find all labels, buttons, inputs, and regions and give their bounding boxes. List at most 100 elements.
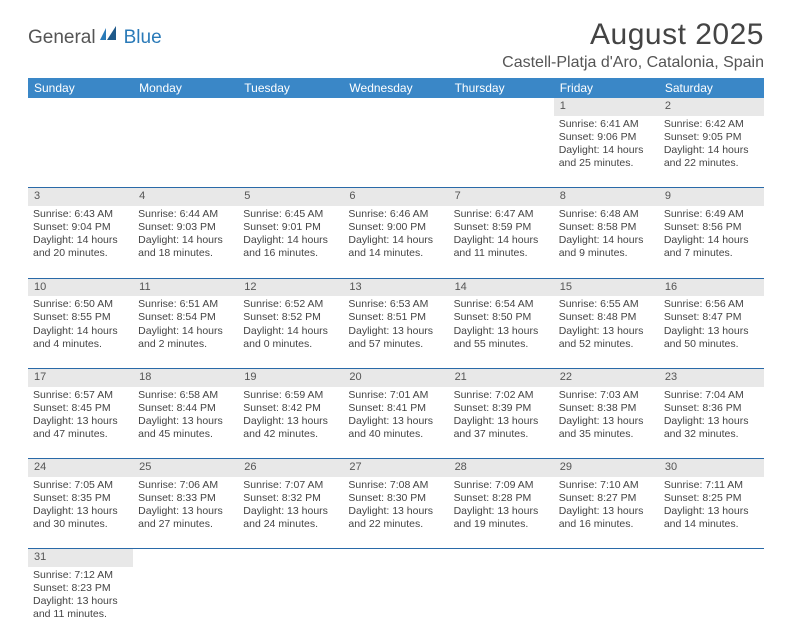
day-number: 25: [133, 459, 238, 477]
day-number: 6: [343, 188, 448, 206]
day-number: 3: [28, 188, 133, 206]
daylight-2: and 32 minutes.: [664, 428, 759, 441]
daylight-1: Daylight: 13 hours: [348, 505, 443, 518]
day-cell: Sunrise: 6:54 AMSunset: 8:50 PMDaylight:…: [449, 296, 554, 368]
sunrise: Sunrise: 6:43 AM: [33, 208, 128, 221]
daylight-1: Daylight: 13 hours: [138, 505, 233, 518]
day-cell: [554, 567, 659, 639]
day-number: [238, 98, 343, 116]
day-number: 13: [343, 278, 448, 296]
sunset: Sunset: 8:52 PM: [243, 311, 338, 324]
sunset: Sunset: 8:30 PM: [348, 492, 443, 505]
sunset: Sunset: 8:54 PM: [138, 311, 233, 324]
sunrise: Sunrise: 6:58 AM: [138, 389, 233, 402]
day-number: 1: [554, 98, 659, 116]
weekday-header: Saturday: [659, 78, 764, 98]
sunset: Sunset: 8:56 PM: [664, 221, 759, 234]
logo-text-blue: Blue: [124, 27, 162, 49]
daylight-1: Daylight: 13 hours: [243, 505, 338, 518]
day-cell: Sunrise: 7:11 AMSunset: 8:25 PMDaylight:…: [659, 477, 764, 549]
day-number: 8: [554, 188, 659, 206]
daylight-2: and 42 minutes.: [243, 428, 338, 441]
daylight-1: Daylight: 13 hours: [664, 325, 759, 338]
sunrise: Sunrise: 7:11 AM: [664, 479, 759, 492]
sunrise: Sunrise: 6:42 AM: [664, 118, 759, 131]
daylight-1: Daylight: 14 hours: [454, 234, 549, 247]
sunrise: Sunrise: 6:51 AM: [138, 298, 233, 311]
sunset: Sunset: 8:28 PM: [454, 492, 549, 505]
detail-row: Sunrise: 7:05 AMSunset: 8:35 PMDaylight:…: [28, 477, 764, 549]
daylight-2: and 14 minutes.: [348, 247, 443, 260]
sunrise: Sunrise: 6:49 AM: [664, 208, 759, 221]
title-block: August 2025 Castell-Platja d'Aro, Catalo…: [502, 18, 764, 72]
sunset: Sunset: 9:03 PM: [138, 221, 233, 234]
daylight-1: Daylight: 14 hours: [138, 234, 233, 247]
daynum-row: 3456789: [28, 188, 764, 206]
day-number: 10: [28, 278, 133, 296]
detail-row: Sunrise: 6:41 AMSunset: 9:06 PMDaylight:…: [28, 116, 764, 188]
daylight-1: Daylight: 13 hours: [33, 415, 128, 428]
sunset: Sunset: 8:41 PM: [348, 402, 443, 415]
sunrise: Sunrise: 6:50 AM: [33, 298, 128, 311]
daylight-2: and 18 minutes.: [138, 247, 233, 260]
day-number: [343, 549, 448, 567]
day-number: [238, 549, 343, 567]
day-cell: Sunrise: 7:07 AMSunset: 8:32 PMDaylight:…: [238, 477, 343, 549]
day-number: 20: [343, 368, 448, 386]
daylight-2: and 11 minutes.: [454, 247, 549, 260]
daylight-2: and 55 minutes.: [454, 338, 549, 351]
daylight-1: Daylight: 13 hours: [33, 595, 128, 608]
sunset: Sunset: 9:01 PM: [243, 221, 338, 234]
sunrise: Sunrise: 6:52 AM: [243, 298, 338, 311]
day-number: 14: [449, 278, 554, 296]
detail-row: Sunrise: 7:12 AMSunset: 8:23 PMDaylight:…: [28, 567, 764, 639]
header: General Blue August 2025 Castell-Platja …: [28, 18, 764, 72]
daylight-2: and 40 minutes.: [348, 428, 443, 441]
day-cell: Sunrise: 6:58 AMSunset: 8:44 PMDaylight:…: [133, 387, 238, 459]
daynum-row: 10111213141516: [28, 278, 764, 296]
sunset: Sunset: 8:48 PM: [559, 311, 654, 324]
day-cell: Sunrise: 6:47 AMSunset: 8:59 PMDaylight:…: [449, 206, 554, 278]
daylight-2: and 16 minutes.: [559, 518, 654, 531]
day-number: [449, 98, 554, 116]
daylight-2: and 22 minutes.: [348, 518, 443, 531]
daylight-2: and 11 minutes.: [33, 608, 128, 621]
daylight-2: and 24 minutes.: [243, 518, 338, 531]
sunset: Sunset: 8:45 PM: [33, 402, 128, 415]
daylight-2: and 22 minutes.: [664, 157, 759, 170]
day-number: [449, 549, 554, 567]
daylight-1: Daylight: 14 hours: [243, 234, 338, 247]
sunset: Sunset: 8:39 PM: [454, 402, 549, 415]
sunrise: Sunrise: 7:05 AM: [33, 479, 128, 492]
day-cell: [133, 567, 238, 639]
calendar-head: SundayMondayTuesdayWednesdayThursdayFrid…: [28, 78, 764, 98]
sunset: Sunset: 8:38 PM: [559, 402, 654, 415]
sunset: Sunset: 8:42 PM: [243, 402, 338, 415]
daylight-2: and 50 minutes.: [664, 338, 759, 351]
sunrise: Sunrise: 6:41 AM: [559, 118, 654, 131]
day-number: 22: [554, 368, 659, 386]
day-number: 28: [449, 459, 554, 477]
day-number: 4: [133, 188, 238, 206]
daylight-1: Daylight: 14 hours: [664, 234, 759, 247]
day-number: 11: [133, 278, 238, 296]
sunset: Sunset: 9:00 PM: [348, 221, 443, 234]
day-number: 29: [554, 459, 659, 477]
logo: General Blue: [28, 26, 162, 49]
day-cell: [133, 116, 238, 188]
day-cell: Sunrise: 6:48 AMSunset: 8:58 PMDaylight:…: [554, 206, 659, 278]
flag-icon: [100, 26, 122, 47]
calendar-table: SundayMondayTuesdayWednesdayThursdayFrid…: [28, 78, 764, 639]
daylight-1: Daylight: 13 hours: [33, 505, 128, 518]
day-cell: [238, 116, 343, 188]
daylight-1: Daylight: 13 hours: [348, 325, 443, 338]
sunrise: Sunrise: 6:46 AM: [348, 208, 443, 221]
day-number: 16: [659, 278, 764, 296]
day-cell: Sunrise: 6:41 AMSunset: 9:06 PMDaylight:…: [554, 116, 659, 188]
sunrise: Sunrise: 6:44 AM: [138, 208, 233, 221]
day-number: 19: [238, 368, 343, 386]
day-number: [133, 98, 238, 116]
sunrise: Sunrise: 7:07 AM: [243, 479, 338, 492]
day-cell: [343, 116, 448, 188]
daylight-2: and 7 minutes.: [664, 247, 759, 260]
